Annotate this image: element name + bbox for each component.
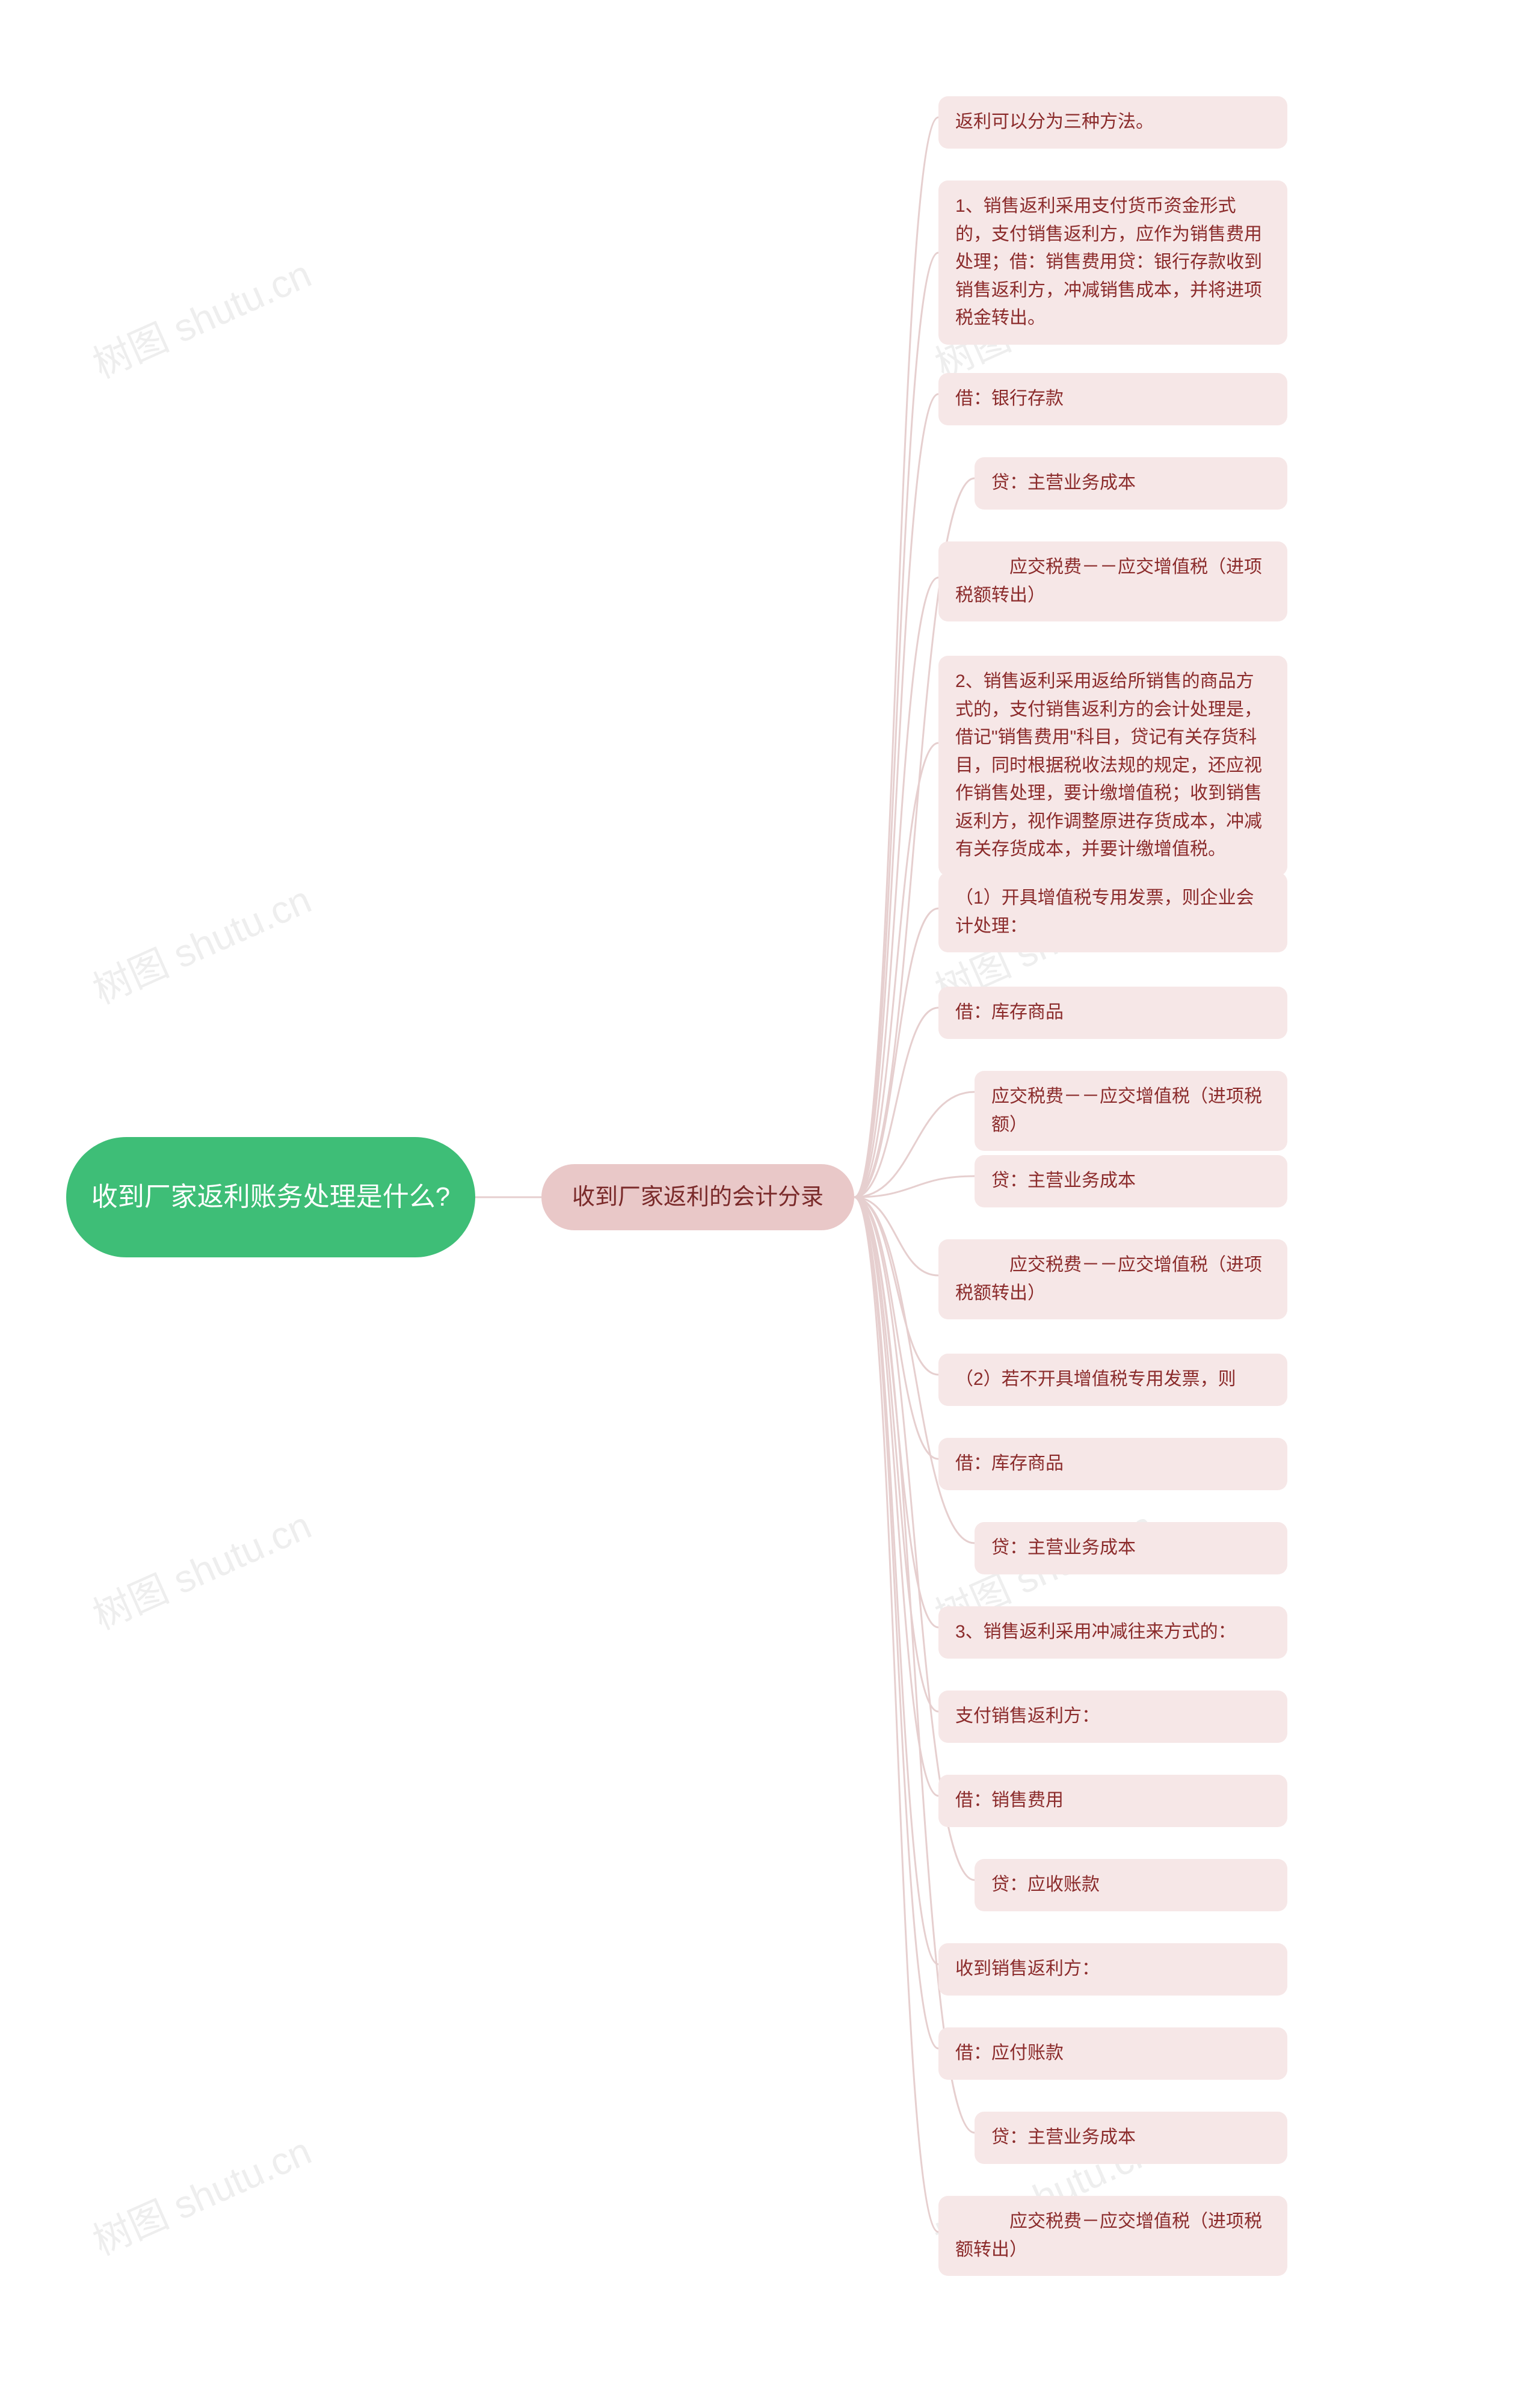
leaf-label: 应交税费－－应交增值税（进项税额） [991, 1087, 1262, 1135]
leaf-node-7[interactable]: 借：库存商品 [938, 987, 1287, 1039]
leaf-label: 贷：主营业务成本 [991, 2127, 1136, 2147]
leaf-node-16[interactable]: 借：销售费用 [938, 1775, 1287, 1827]
watermark: 树图 shutu.cn [83, 1495, 319, 1641]
leaf-node-20[interactable]: 贷：主营业务成本 [975, 2112, 1287, 2164]
leaf-label: 应交税费－－应交增值税（进项税额转出） [955, 557, 1262, 605]
leaf-label: 应交税费－应交增值税（进项税额转出） [955, 2212, 1262, 2260]
mid-node[interactable]: 收到厂家返利的会计分录 [541, 1164, 854, 1230]
leaf-node-10[interactable]: 应交税费－－应交增值税（进项税额转出） [938, 1239, 1287, 1319]
leaf-label: 借：库存商品 [955, 1002, 1064, 1022]
leaf-node-4[interactable]: 应交税费－－应交增值税（进项税额转出） [938, 541, 1287, 621]
leaf-label: 借：销售费用 [955, 1790, 1064, 1810]
watermark: 树图 shutu.cn [83, 869, 319, 1015]
leaf-label: 贷：主营业务成本 [991, 1171, 1136, 1191]
leaf-label: 借：库存商品 [955, 1453, 1064, 1473]
leaf-node-5[interactable]: 2、销售返利采用返给所销售的商品方式的，支付销售返利方的会计处理是，借记"销售费… [938, 656, 1287, 876]
leaf-node-2[interactable]: 借：银行存款 [938, 373, 1287, 425]
leaf-node-18[interactable]: 收到销售返利方： [938, 1943, 1287, 1996]
leaf-node-19[interactable]: 借：应付账款 [938, 2027, 1287, 2080]
leaf-node-0[interactable]: 返利可以分为三种方法。 [938, 96, 1287, 149]
leaf-node-6[interactable]: （1）开具增值税专用发票，则企业会计处理： [938, 872, 1287, 952]
leaf-label: 应交税费－－应交增值税（进项税额转出） [955, 1255, 1262, 1303]
leaf-node-9[interactable]: 贷：主营业务成本 [975, 1155, 1287, 1207]
leaf-label: 2、销售返利采用返给所销售的商品方式的，支付销售返利方的会计处理是，借记"销售费… [955, 671, 1262, 859]
watermark: 树图 shutu.cn [83, 244, 319, 389]
leaf-label: 支付销售返利方： [955, 1706, 1100, 1726]
root-node[interactable]: 收到厂家返利账务处理是什么? [66, 1137, 475, 1257]
watermark: 树图 shutu.cn [83, 2121, 319, 2266]
leaf-node-17[interactable]: 贷：应收账款 [975, 1859, 1287, 1911]
leaf-label: 收到销售返利方： [955, 1959, 1100, 1979]
leaf-node-14[interactable]: 3、销售返利采用冲减往来方式的： [938, 1606, 1287, 1659]
leaf-node-12[interactable]: 借：库存商品 [938, 1438, 1287, 1490]
leaf-node-8[interactable]: 应交税费－－应交增值税（进项税额） [975, 1071, 1287, 1151]
leaf-label: 贷：应收账款 [991, 1875, 1100, 1894]
leaf-label: 贷：主营业务成本 [991, 1538, 1136, 1558]
leaf-label: 返利可以分为三种方法。 [955, 112, 1154, 132]
leaf-label: （1）开具增值税专用发票，则企业会计处理： [955, 888, 1254, 936]
leaf-label: 借：银行存款 [955, 389, 1064, 408]
leaf-label: （2）若不开具增值税专用发票，则 [955, 1369, 1236, 1389]
leaf-node-1[interactable]: 1、销售返利采用支付货币资金形式的，支付销售返利方，应作为销售费用处理；借：销售… [938, 180, 1287, 345]
mid-label: 收到厂家返利的会计分录 [572, 1179, 824, 1216]
leaf-node-3[interactable]: 贷：主营业务成本 [975, 457, 1287, 510]
leaf-node-11[interactable]: （2）若不开具增值税专用发票，则 [938, 1354, 1287, 1406]
mindmap-canvas: 树图 shutu.cn 树图 shutu.cn 树图 shutu.cn 树图 shut… [0, 0, 1540, 2395]
leaf-label: 1、销售返利采用支付货币资金形式的，支付销售返利方，应作为销售费用处理；借：销售… [955, 196, 1262, 328]
leaf-node-15[interactable]: 支付销售返利方： [938, 1691, 1287, 1743]
leaf-label: 贷：主营业务成本 [991, 473, 1136, 493]
root-label: 收到厂家返利账务处理是什么? [91, 1176, 450, 1218]
leaf-label: 3、销售返利采用冲减往来方式的： [955, 1622, 1236, 1642]
leaf-node-21[interactable]: 应交税费－应交增值税（进项税额转出） [938, 2196, 1287, 2276]
leaf-node-13[interactable]: 贷：主营业务成本 [975, 1522, 1287, 1574]
leaf-label: 借：应付账款 [955, 2043, 1064, 2063]
